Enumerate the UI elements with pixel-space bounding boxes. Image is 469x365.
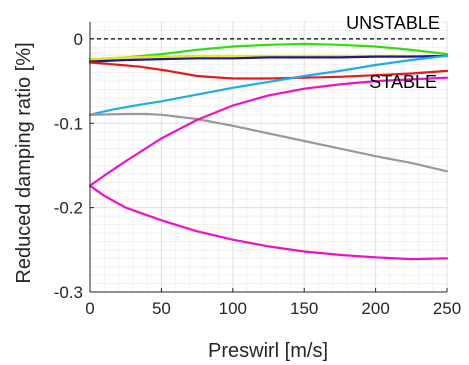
series-line-0 <box>88 42 449 62</box>
x-tick-label: 150 <box>290 299 318 318</box>
x-tick-label: 50 <box>152 299 171 318</box>
x-axis-label: Preswirl [m/s] <box>208 340 328 362</box>
y-tick-label: -0.2 <box>54 199 83 218</box>
series-line-7 <box>88 184 449 261</box>
y-tick-label: -0.1 <box>54 114 83 133</box>
series-group <box>88 42 449 261</box>
series-line-4 <box>88 54 449 116</box>
x-tick-label: 100 <box>219 299 247 318</box>
y-axis-label: Reduced damping ratio [%] <box>13 42 35 283</box>
axes <box>89 22 448 293</box>
y-tick-label: -0.3 <box>54 283 83 302</box>
series-line-2 <box>88 54 449 63</box>
series-line-3 <box>88 61 449 80</box>
tick-labels: 0 50 100 150 200 250 0 -0.1 -0.2 -0.3 <box>54 30 461 318</box>
y-tick-label: 0 <box>74 30 83 49</box>
annotation-unstable: UNSTABLE <box>346 13 440 33</box>
x-tick-label: 200 <box>361 299 389 318</box>
x-tick-label: 250 <box>433 299 461 318</box>
series-line-5 <box>88 112 449 173</box>
series-line-6 <box>88 76 449 187</box>
annotation-stable: STABLE <box>369 72 437 92</box>
x-tick-label: 0 <box>85 299 94 318</box>
